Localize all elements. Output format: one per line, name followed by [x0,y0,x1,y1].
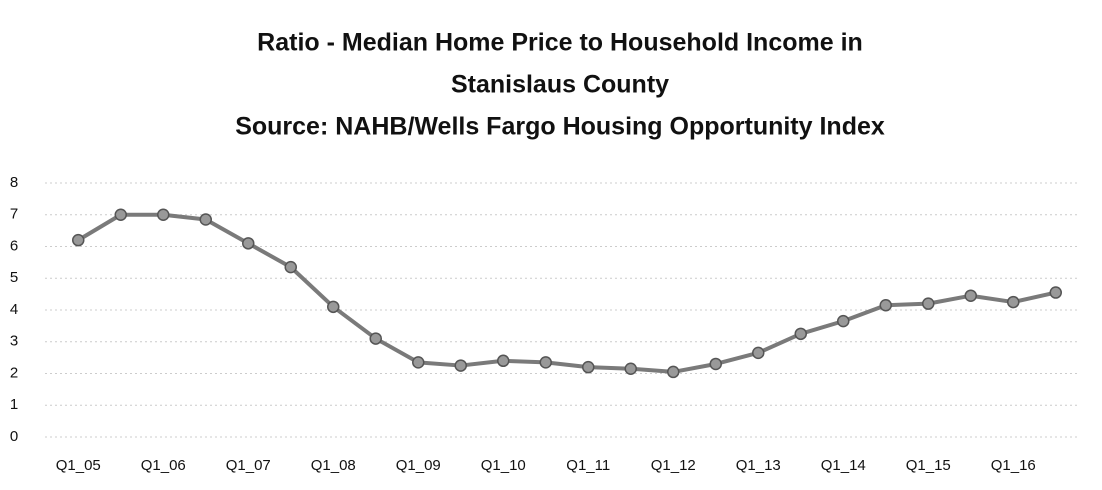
x-tick-label: Q1_11 [566,457,610,474]
marker [624,362,637,375]
marker [497,354,510,368]
marker [1007,295,1020,309]
y-tick-label: 7 [10,206,18,223]
chart-title: Ratio - Median Home Price to Household I… [257,29,863,57]
y-tick-label: 5 [10,269,18,286]
marker [454,359,467,372]
marker [369,332,382,345]
x-tick-label: Q1_13 [736,457,781,474]
x-tick-label: Q1_16 [991,457,1036,474]
y-tick-label: 8 [10,174,18,191]
x-tick-label: Q1_09 [396,457,441,474]
x-tick-label: Q1_10 [481,457,526,474]
chart-title: Source: NAHB/Wells Fargo Housing Opportu… [235,113,885,141]
marker [794,327,807,341]
marker [412,356,425,369]
x-tick-label: Q1_15 [906,457,951,474]
y-tick-label: 2 [10,364,18,381]
y-tick-label: 1 [10,396,18,413]
x-tick-label: Q1_05 [56,457,101,474]
marker [667,365,680,379]
x-tick-label: Q1_06 [141,457,186,474]
marker [199,213,212,226]
marker [582,360,595,374]
marker [157,208,170,221]
x-tick-label: Q1_14 [821,457,866,474]
y-tick-label: 6 [10,237,18,254]
x-tick-label: Q1_08 [311,457,356,474]
marker [242,237,255,250]
y-tick-label: 4 [10,301,18,318]
marker [752,346,765,360]
y-tick-label: 0 [10,428,18,445]
line [77,212,1057,374]
marker [72,233,85,247]
marker [837,314,850,328]
x-tick-label: Q1_07 [226,457,271,474]
chart-title: Stanislaus County [451,71,669,99]
marker [709,357,722,371]
marker [964,289,977,302]
marker [327,300,340,314]
marker [922,297,935,310]
marker [539,356,552,369]
marker [114,208,127,221]
x-tick-label: Q1_12 [651,457,696,474]
marker [879,298,892,312]
marker [284,260,297,274]
marker [1049,286,1062,299]
y-tick-label: 3 [10,333,18,350]
